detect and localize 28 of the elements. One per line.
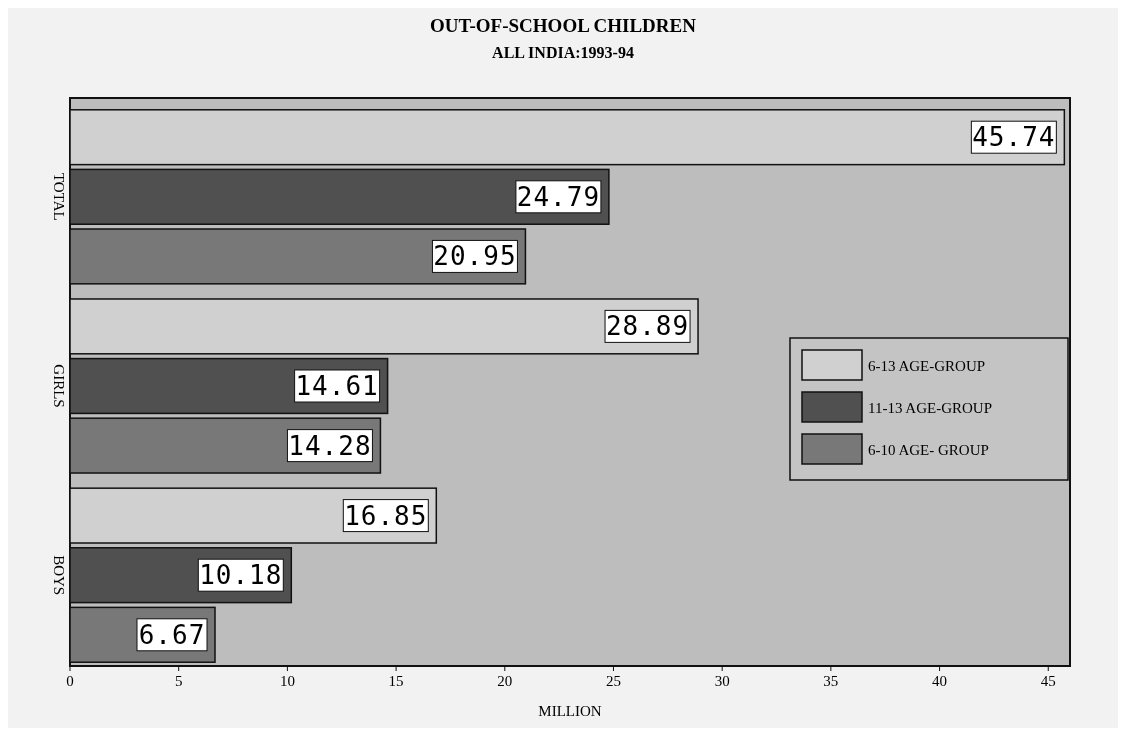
- y-tick-label: TOTAL: [51, 172, 67, 221]
- data-label: 14.61: [295, 371, 379, 401]
- x-tick-label: 35: [823, 673, 839, 689]
- data-label: 28.89: [605, 311, 690, 342]
- x-tick-label: 40: [932, 673, 948, 689]
- x-tick-label: 0: [66, 673, 74, 689]
- data-label: 6.67: [138, 619, 206, 650]
- data-label: 20.95: [433, 241, 517, 272]
- data-label: 24.79: [516, 181, 601, 212]
- data-label: 10.18: [199, 560, 283, 591]
- x-tick-label: 10: [279, 673, 295, 689]
- data-label: 45.74: [972, 122, 1056, 153]
- legend-label: 6-13 AGE-GROUP: [868, 358, 986, 374]
- data-label: 16.85: [344, 500, 428, 531]
- legend-label: 6-10 AGE- GROUP: [868, 442, 989, 458]
- data-label: 14.28: [288, 430, 372, 461]
- x-tick-label: 30: [714, 673, 730, 689]
- legend-label: 11-13 AGE-GROUP: [868, 400, 993, 416]
- chart-title: OUT-OF-SCHOOL CHILDREN: [430, 15, 697, 36]
- x-tick-label: 5: [174, 673, 183, 689]
- y-tick-label: GIRLS: [51, 364, 67, 408]
- x-axis-title: MILLION: [538, 703, 602, 719]
- y-tick-label: BOYS: [51, 555, 67, 596]
- x-tick-label: 20: [497, 673, 513, 689]
- x-tick-label: 45: [1040, 673, 1056, 689]
- chart-subtitle: ALL INDIA:1993-94: [492, 44, 634, 61]
- x-tick-label: 15: [388, 673, 404, 689]
- x-tick-label: 25: [605, 673, 621, 689]
